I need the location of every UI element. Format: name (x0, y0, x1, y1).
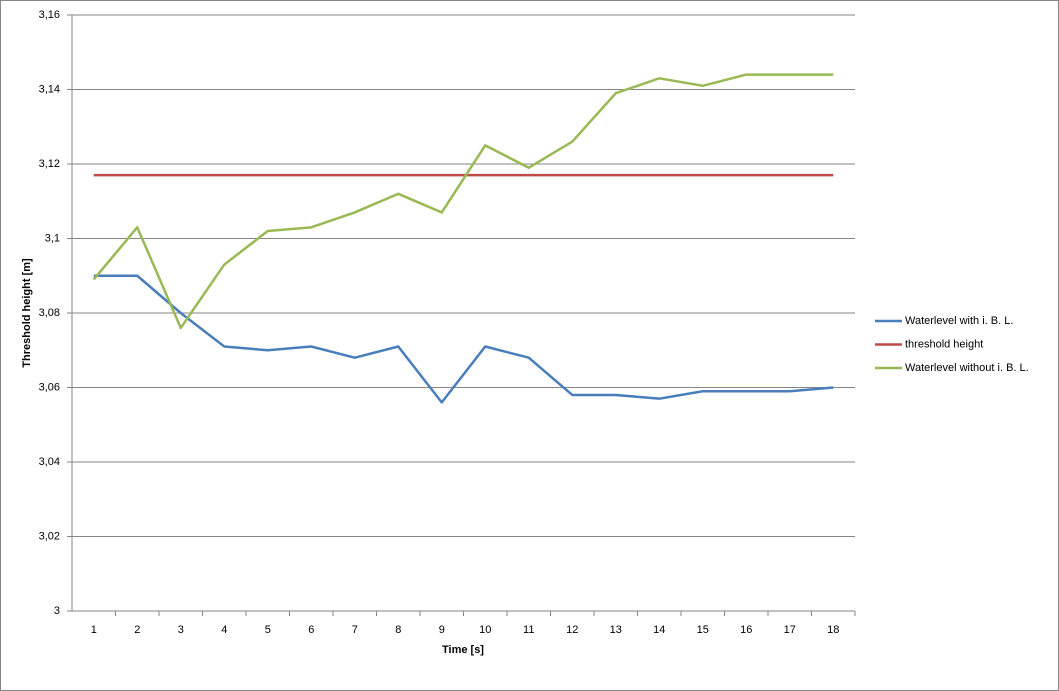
x-axis-title: Time [s] (442, 644, 484, 656)
x-tick-label: 15 (697, 624, 709, 636)
x-tick-label: 10 (479, 624, 491, 636)
x-tick-label: 8 (395, 624, 401, 636)
x-tick-label: 1 (91, 624, 97, 636)
x-tick-label: 12 (566, 624, 578, 636)
x-tick-label: 17 (784, 624, 796, 636)
y-tick-label: 3,12 (39, 158, 60, 170)
x-tick-label: 16 (740, 624, 752, 636)
y-tick-label: 3,04 (39, 456, 60, 468)
legend-label: Waterlevel without i. B. L. (905, 362, 1029, 374)
y-tick-label: 3 (54, 605, 60, 617)
x-tick-label: 3 (178, 624, 184, 636)
x-tick-label: 5 (265, 624, 271, 636)
x-tick-label: 4 (221, 624, 227, 636)
x-tick-label: 18 (827, 624, 839, 636)
x-tick-label: 6 (308, 624, 314, 636)
y-tick-label: 3,16 (39, 9, 60, 21)
series-line (92, 73, 834, 330)
x-tick-label: 11 (523, 624, 534, 636)
series-line (93, 274, 834, 404)
y-tick-label: 3,14 (39, 83, 60, 95)
x-tick-label: 7 (352, 624, 358, 636)
x-tick-label: 9 (439, 624, 445, 636)
x-tick-label: 14 (653, 624, 665, 636)
legend-label: Waterlevel with i. B. L. (905, 315, 1013, 327)
y-tick-label: 3,08 (39, 307, 60, 319)
y-tick-label: 3,1 (45, 232, 60, 244)
x-tick-label: 2 (134, 624, 140, 636)
x-tick-label: 13 (610, 624, 622, 636)
y-axis-title: Threshold height [m] (21, 258, 33, 368)
legend-label: threshold height (905, 338, 983, 350)
y-tick-label: 3,06 (39, 381, 60, 393)
y-tick-label: 3,02 (39, 530, 60, 542)
